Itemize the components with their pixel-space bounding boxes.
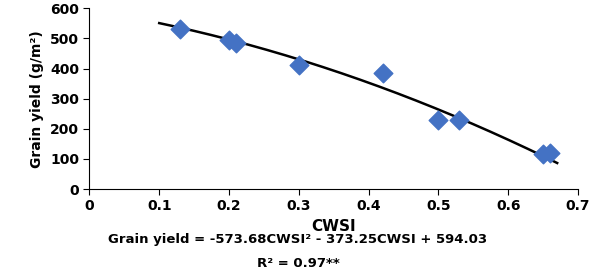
- Point: [545, 151, 555, 155]
- Point: [175, 27, 185, 32]
- Text: R² = 0.97**: R² = 0.97**: [257, 257, 339, 270]
- X-axis label: CWSI: CWSI: [312, 219, 356, 234]
- Point: [224, 38, 234, 42]
- Point: [434, 118, 443, 122]
- Point: [455, 118, 464, 123]
- Point: [538, 152, 548, 157]
- Point: [231, 41, 241, 45]
- Point: [378, 71, 387, 75]
- Y-axis label: Grain yield (g/m²): Grain yield (g/m²): [30, 30, 45, 168]
- Point: [294, 63, 303, 67]
- Text: Grain yield = -573.68CWSI² - 373.25CWSI + 594.03: Grain yield = -573.68CWSI² - 373.25CWSI …: [108, 233, 488, 246]
